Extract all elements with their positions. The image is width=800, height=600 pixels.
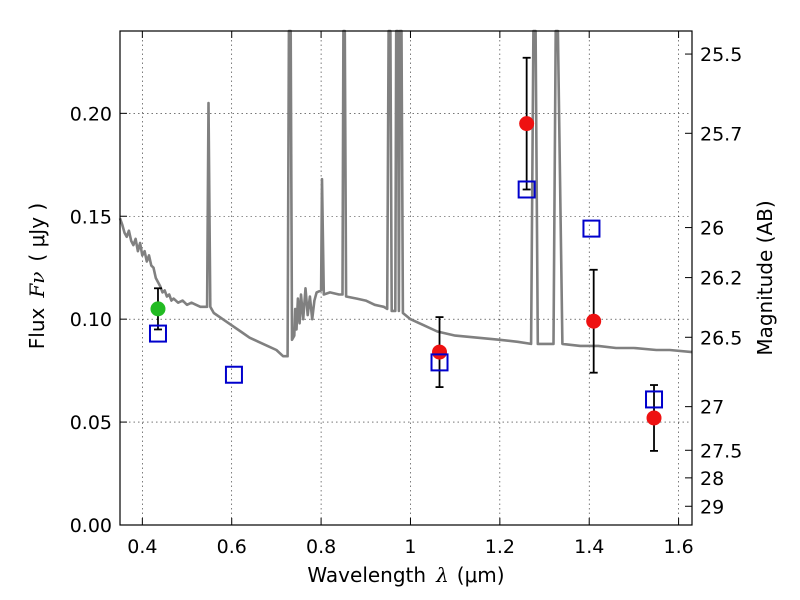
model-photometry — [148, 180, 664, 409]
magnitude-tick-label-2: 26 — [700, 218, 724, 240]
magnitude-tick-label-5: 27 — [700, 397, 724, 419]
x-axis-label-symbol: λ — [435, 563, 449, 587]
y-tick-label-4: 0.20 — [70, 103, 112, 125]
y-axis-label: Flux Fν ( μJy ) — [25, 203, 49, 349]
observed-point-3 — [586, 313, 602, 329]
x-axis-label: Wavelength λ (μm) — [307, 563, 504, 587]
magnitude-axis-ticks: 25.5 25.7 26 26.2 26.5 27 27.5 28 29 — [685, 44, 742, 518]
x-axis-ticks: 0.4 0.6 0.8 1 1.2 1.4 1.6 — [127, 31, 694, 558]
x-tick-label-2: 0.8 — [306, 536, 336, 558]
y-tick-label-3: 0.15 — [70, 206, 112, 228]
observed-points — [150, 116, 662, 426]
error-bars — [153, 56, 659, 452]
y-tick-label-0: 0.00 — [70, 515, 112, 537]
magnitude-tick-label-0: 25.5 — [700, 44, 742, 66]
magnitude-tick-label-4: 26.5 — [700, 327, 742, 349]
observed-point-0 — [150, 301, 166, 317]
y-axis-label-unit: ( μJy ) — [25, 203, 49, 262]
magnitude-tick-label-6: 27.5 — [700, 440, 742, 462]
x-tick-label-5: 1.4 — [574, 536, 604, 558]
y-tick-label-2: 0.10 — [70, 309, 112, 331]
x-tick-label-1: 0.6 — [217, 536, 247, 558]
magnitude-tick-label-1: 25.7 — [700, 123, 742, 145]
x-tick-label-6: 1.6 — [663, 536, 693, 558]
x-tick-label-0: 0.4 — [127, 536, 157, 558]
y-axis-ticks: 0.00 0.05 0.10 0.15 0.20 — [70, 103, 127, 537]
x-tick-label-4: 1.2 — [485, 536, 515, 558]
y-axis-label-symbol: Fν — [25, 272, 49, 299]
magnitude-tick-label-8: 29 — [700, 496, 724, 518]
x-tick-label-3: 1 — [404, 536, 416, 558]
model-photometry-box-1 — [224, 365, 243, 384]
magnitude-tick-label-3: 26.2 — [700, 268, 742, 290]
plot-frame — [119, 30, 693, 526]
model-photometry-box-4 — [582, 219, 601, 238]
model-photometry-box-3 — [517, 180, 536, 199]
x-axis-label-unit: (μm) — [457, 563, 505, 587]
model-photometry-box-5 — [645, 390, 664, 409]
model-photometry-box-2 — [430, 353, 449, 372]
observed-point-4 — [646, 410, 662, 426]
magnitude-tick-label-7: 28 — [700, 468, 724, 490]
y-axis-label-prefix: Flux — [25, 307, 49, 349]
model-spectrum-line — [118, 29, 693, 358]
x-axis-label-prefix: Wavelength — [307, 563, 426, 587]
spectrum-layer — [118, 29, 693, 358]
observed-point-1 — [432, 344, 448, 360]
observed-point-2 — [519, 116, 535, 132]
grid-lines — [120, 31, 692, 526]
y-tick-label-1: 0.05 — [70, 412, 112, 434]
magnitude-axis-label: Magnitude (AB) — [753, 200, 777, 355]
model-photometry-box-0 — [148, 324, 167, 343]
